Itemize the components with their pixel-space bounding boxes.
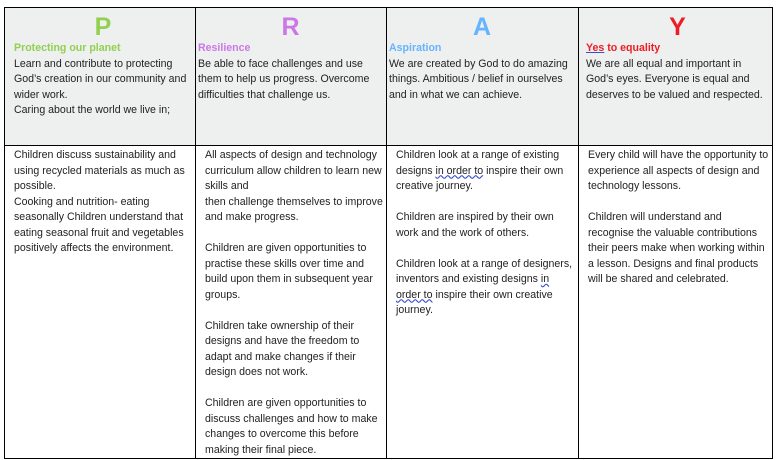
header-cell-r: R Resilience Be able to face challenges …: [195, 7, 387, 146]
content-row: Children discuss sustainability and usin…: [4, 145, 773, 459]
spacer: [205, 303, 383, 319]
spacer: [396, 241, 575, 257]
value-text: We are all equal and important in God’s …: [586, 57, 763, 101]
paragraph: Children discuss sustainability and usin…: [14, 149, 185, 192]
paragraph: Every child will have the opportunity to…: [588, 149, 769, 192]
header-cell-p: P Protecting our planet Learn and contri…: [4, 7, 196, 146]
value-text: Caring about the world we live in;: [14, 104, 171, 116]
value-text: Learn and contribute to protecting God’s…: [14, 57, 187, 101]
value-text: Be able to face challenges and use them …: [198, 57, 370, 101]
content-cell-y: Every child will have the opportunity to…: [578, 145, 773, 459]
value-title: Yes to equality: [586, 41, 769, 57]
content-cell-a: Children look at a range of existing des…: [386, 145, 579, 459]
paragraph: All aspects of design and technology cur…: [205, 149, 382, 192]
paragraph: Children are given opportunities to disc…: [205, 397, 378, 456]
paragraph: then challenge themselves to improve and…: [205, 195, 383, 224]
header-row: P Protecting our planet Learn and contri…: [4, 7, 773, 146]
letter-p: P: [94, 13, 112, 41]
value-text: We are created by God to do amazing thin…: [389, 57, 568, 101]
yes-word: Yes: [586, 42, 605, 54]
spacer: [205, 381, 383, 397]
pray-values-table: P Protecting our planet Learn and contri…: [4, 7, 773, 459]
header-cell-a: A Aspiration We are created by God to do…: [386, 7, 579, 146]
paragraph: Children are given opportunities to prac…: [205, 242, 373, 301]
spacer: [205, 226, 383, 242]
paragraph: Children look at a range of designers, i…: [396, 257, 573, 317]
paragraph: Children take ownership of their designs…: [205, 319, 360, 379]
letter-y: Y: [669, 13, 686, 41]
paragraph: Children will understand and recognise t…: [588, 211, 765, 285]
value-title: Aspiration: [389, 42, 442, 54]
paragraph: Children look at a range of existing des…: [396, 149, 564, 192]
content-cell-p: Children discuss sustainability and usin…: [4, 145, 196, 459]
letter-a: A: [472, 13, 492, 41]
value-title: Protecting our planet: [14, 42, 121, 54]
spacer: [396, 195, 575, 211]
header-cell-y: Y Yes to equality We are all equal and i…: [578, 7, 773, 146]
spacer: [588, 195, 769, 211]
value-title: Resilience: [198, 42, 251, 54]
letter-r: R: [281, 13, 300, 41]
content-cell-r: All aspects of design and technology cur…: [195, 145, 387, 459]
paragraph: Children are inspired by their own work …: [396, 211, 554, 239]
paragraph: Cooking and nutrition- eating seasonally…: [14, 195, 184, 255]
title-rest: to equality: [604, 42, 661, 54]
